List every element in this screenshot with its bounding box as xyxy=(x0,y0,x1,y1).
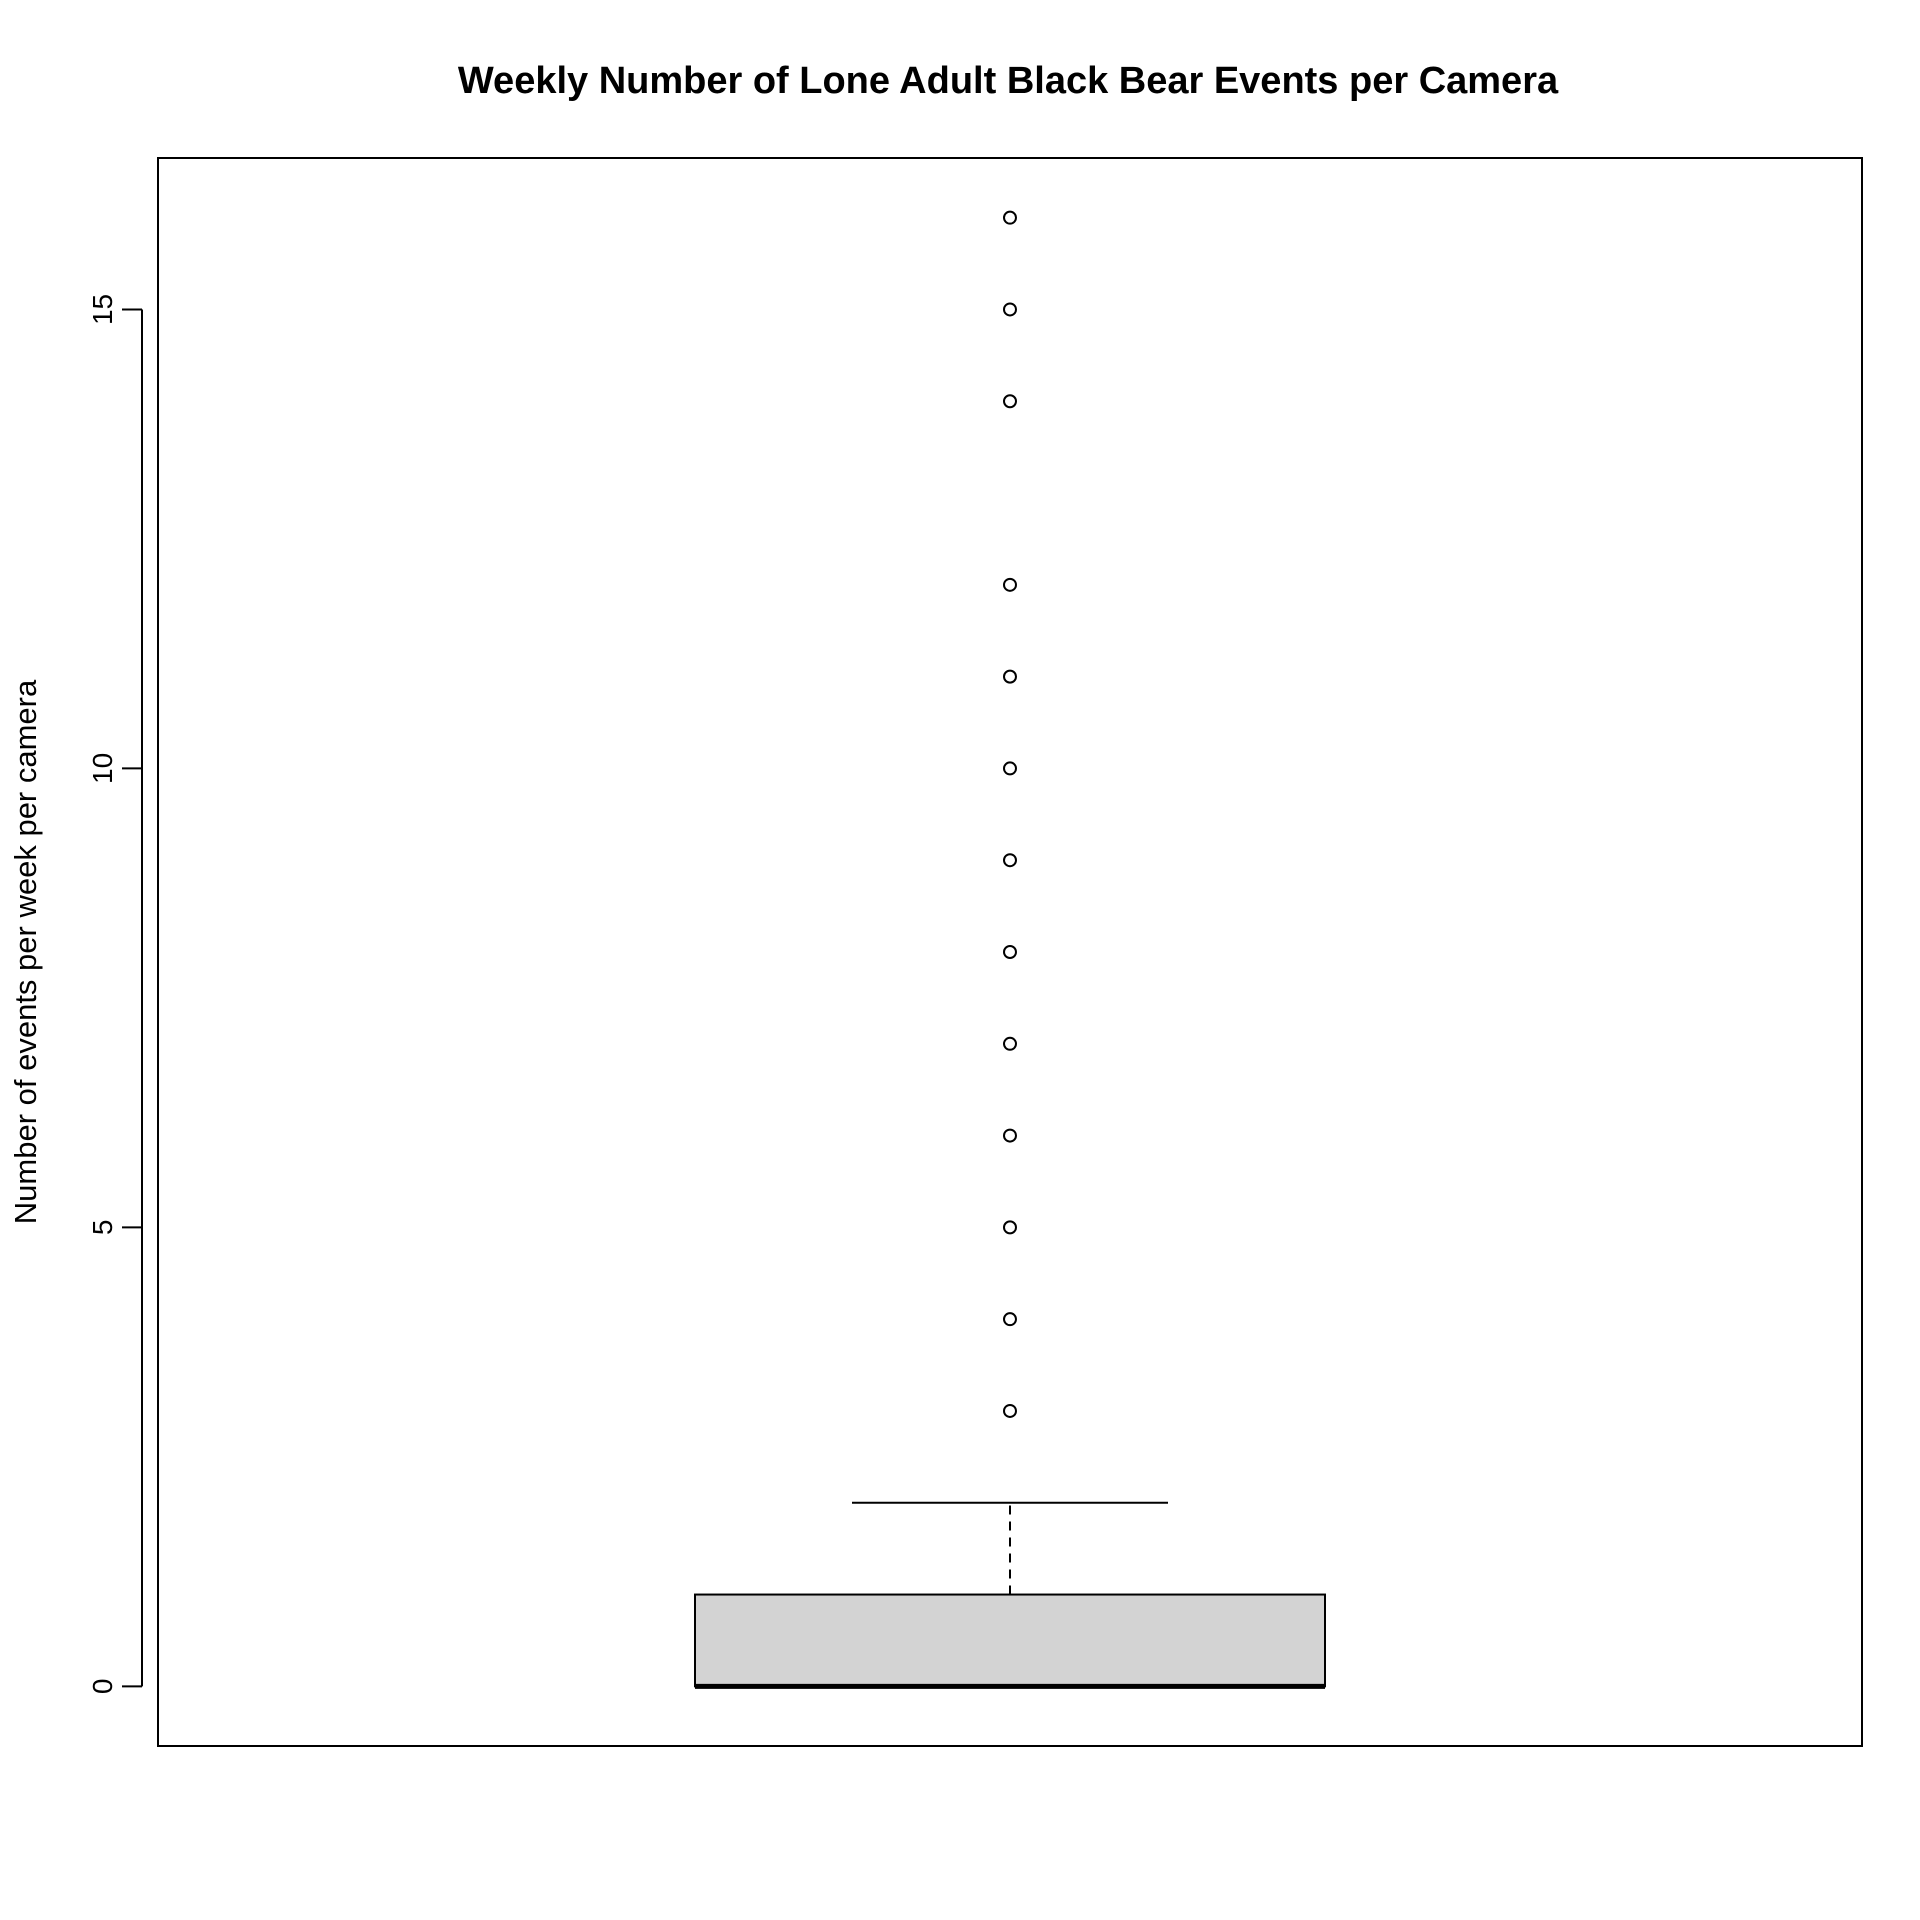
boxplot-series xyxy=(694,1501,1326,1689)
outlier-point xyxy=(1003,1036,1017,1051)
outlier-point xyxy=(1003,1220,1017,1235)
outlier-point xyxy=(1003,1312,1017,1327)
plot-frame xyxy=(157,157,1863,1747)
outlier-points xyxy=(1003,210,1017,1418)
outlier-point xyxy=(1003,302,1017,317)
outlier-point xyxy=(1003,669,1017,684)
outlier-point xyxy=(1003,761,1017,776)
outlier-point xyxy=(1003,210,1017,225)
outlier-point xyxy=(1003,853,1017,868)
chart-title: Weekly Number of Lone Adult Black Bear E… xyxy=(458,60,1559,102)
y-axis-label: Number of events per week per camera xyxy=(8,679,43,1224)
y-axis: 0 5 10 15 xyxy=(87,294,143,1695)
iqr-box xyxy=(694,1593,1326,1688)
y-tick-label: 5 xyxy=(87,1220,118,1236)
outlier-point xyxy=(1003,1403,1017,1418)
y-tick-label: 0 xyxy=(87,1679,118,1695)
outlier-point xyxy=(1003,394,1017,409)
y-tick-label: 15 xyxy=(87,294,118,325)
outlier-point xyxy=(1003,1128,1017,1143)
y-tick-label: 10 xyxy=(87,753,118,784)
outlier-point xyxy=(1003,945,1017,959)
outlier-point xyxy=(1003,577,1017,592)
